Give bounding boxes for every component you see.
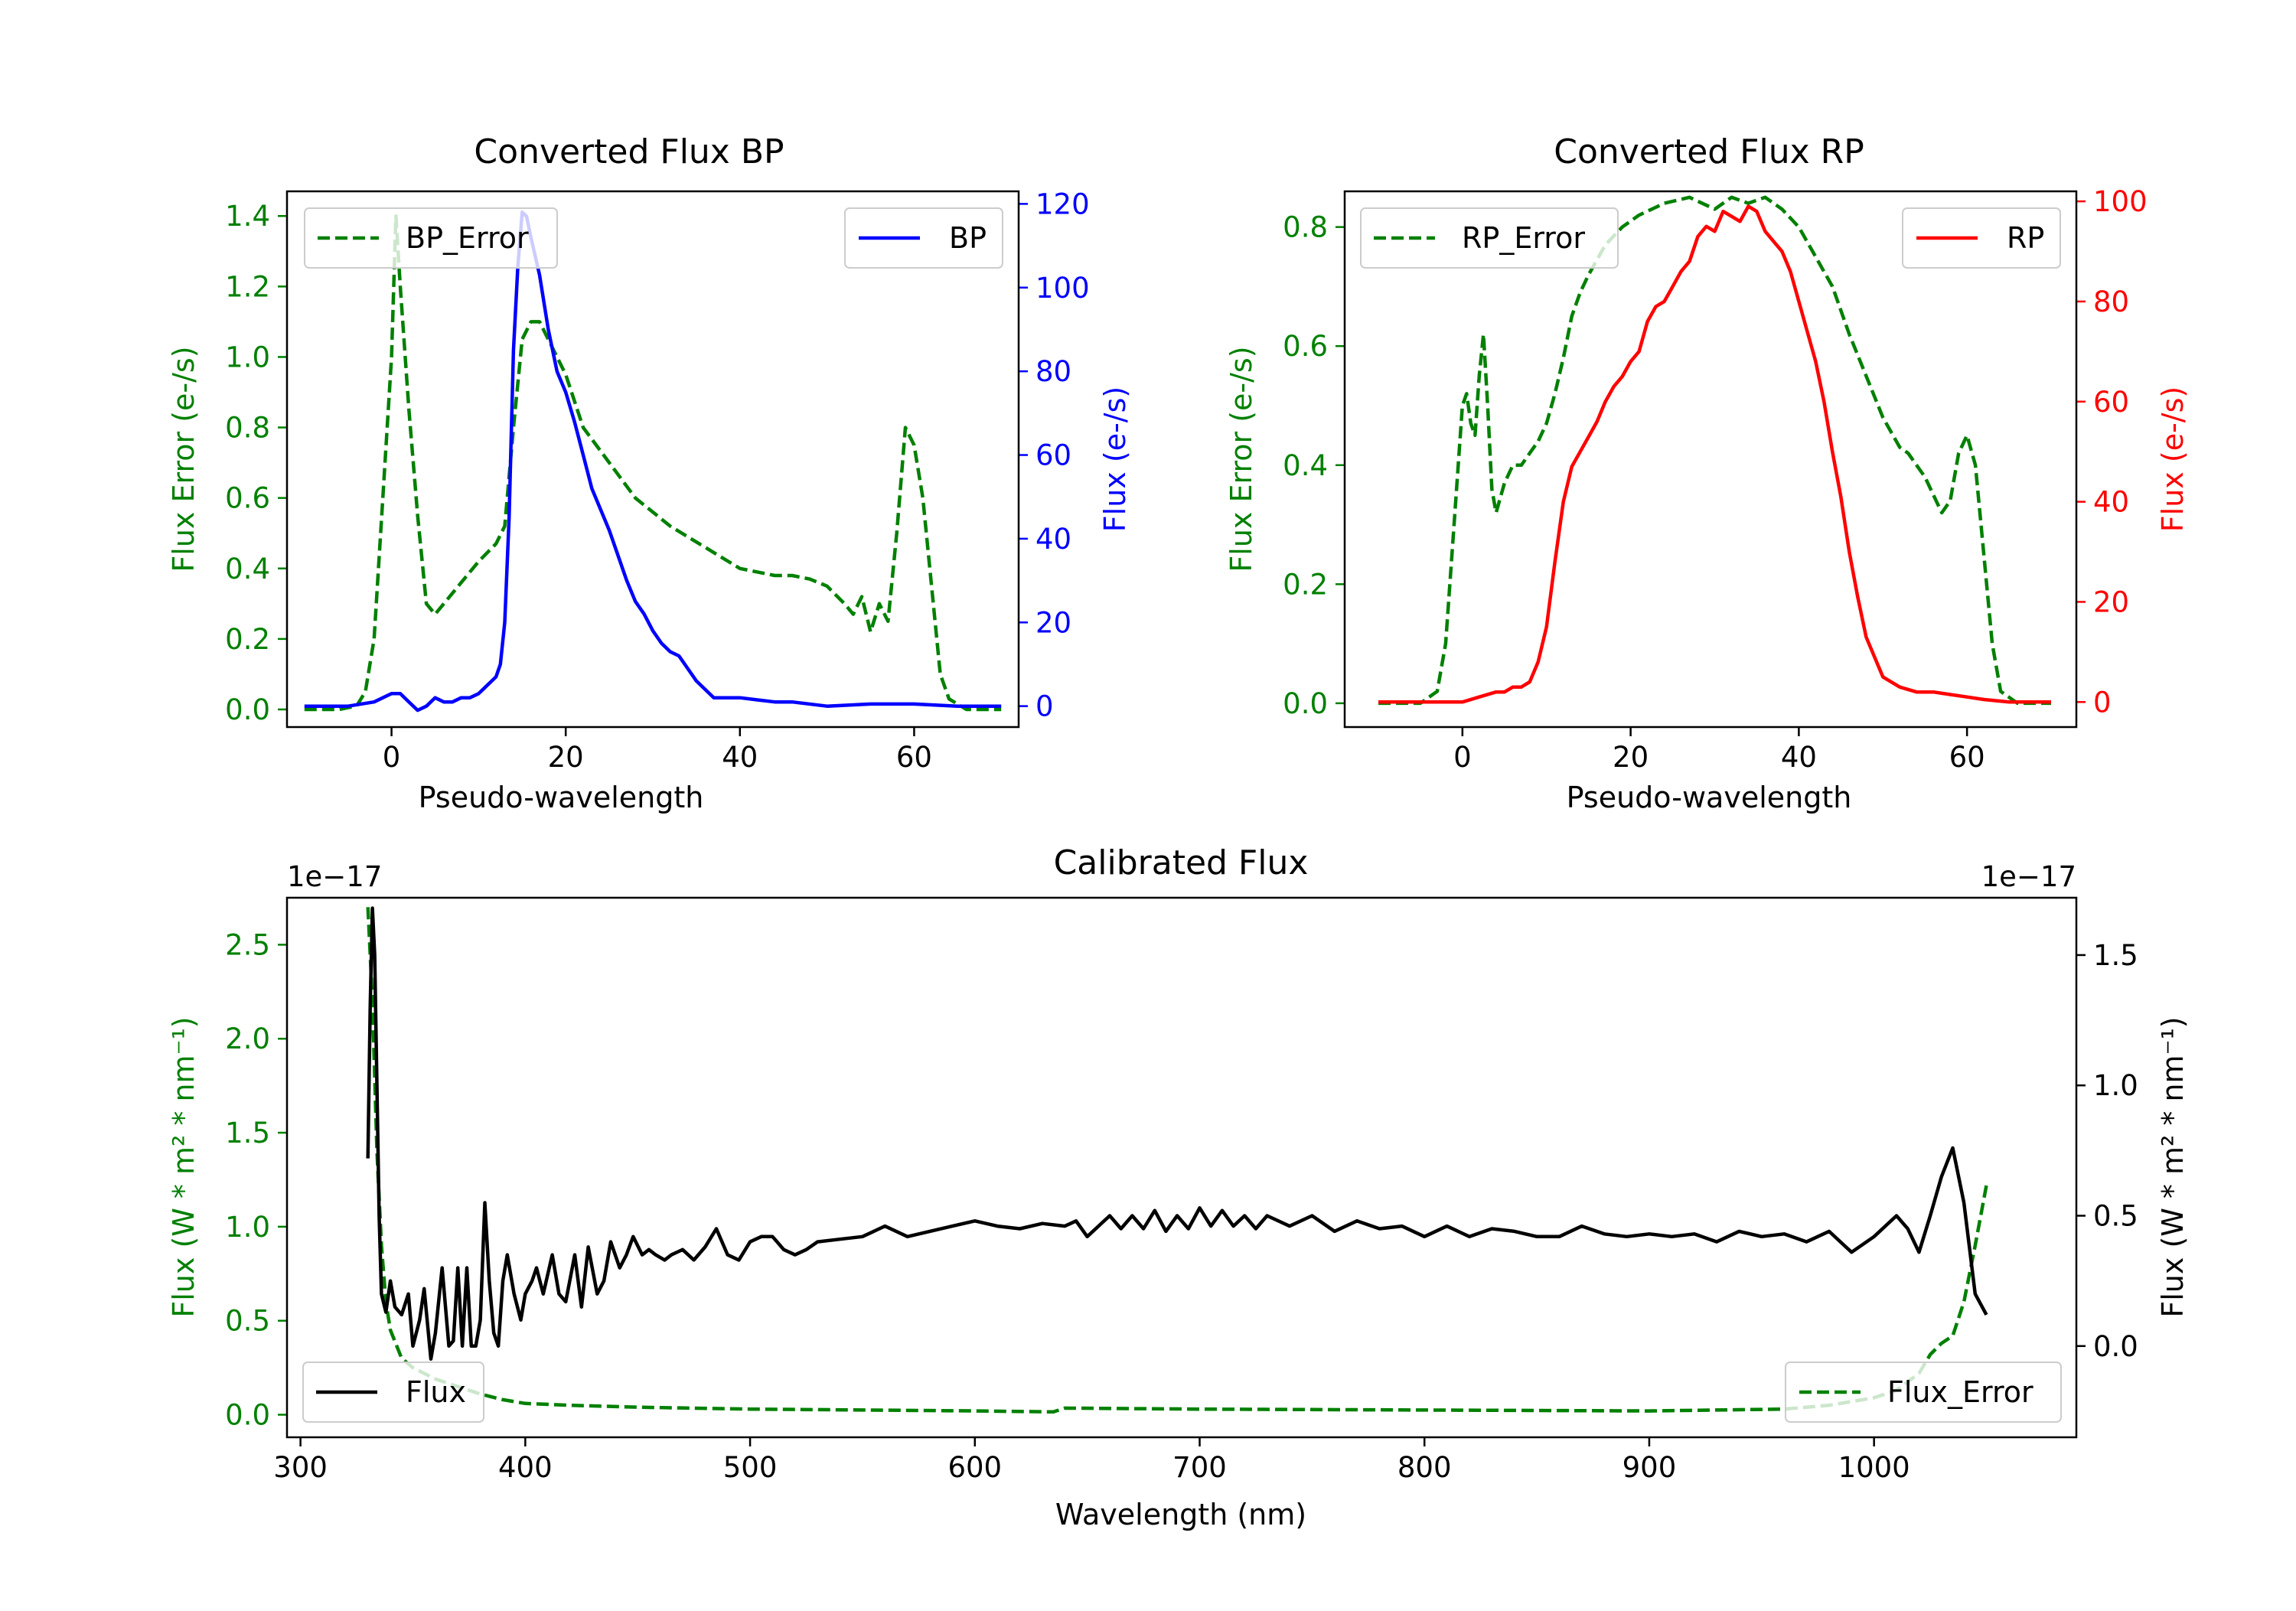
bp-right-y-tick-label: 40: [1035, 523, 1071, 556]
bp-right-y-tick-label: 60: [1035, 439, 1071, 472]
bp-right-y-tick-label: 120: [1035, 188, 1090, 220]
rp-right-y-tick-label: 0: [2093, 686, 2112, 719]
rp-series-rp-error-line: [1378, 195, 2051, 706]
calibrated-x-tick-label: 700: [1172, 1451, 1227, 1484]
bp-x-tick-label: 20: [548, 741, 584, 774]
calibrated-x-tick-label: 900: [1623, 1451, 1677, 1484]
calibrated-plot-frame: [285, 896, 2078, 1439]
calibrated-left-offset: 1e−17: [287, 860, 382, 893]
bp-legend-right: BP: [844, 207, 1003, 269]
rp-x-axis-label: Pseudo-wavelength: [1567, 781, 1852, 814]
bp-left-axis-label: Flux Error (e-/s): [167, 346, 201, 572]
bp-legend-label: BP: [949, 221, 987, 255]
rp-left-y-tick-label: 0.6: [1283, 330, 1328, 363]
calibrated-legend-left: Flux: [302, 1362, 484, 1423]
rp-left-y-tick-label: 0.8: [1283, 211, 1328, 244]
rp-x-tick-label: 40: [1781, 741, 1817, 774]
rp-x-tick-label: 20: [1613, 741, 1649, 774]
calibrated-right-axis-label: Flux (W * m² * nm⁻¹): [2156, 1016, 2190, 1317]
rp-x-tick-label: 60: [1949, 741, 1985, 774]
calibrated-left-y-tick-label: 2.5: [225, 928, 270, 961]
rp-legend-left: RP_Error: [1360, 207, 1619, 269]
bp-right-y-tick-label: 0: [1035, 690, 1054, 723]
bp-left-y-tick-label: 0.2: [225, 623, 270, 656]
calibrated-x-tick-label: 500: [723, 1451, 778, 1484]
rp-right-y-tick-label: 40: [2093, 486, 2129, 519]
bp-x-tick-label: 0: [383, 741, 401, 774]
bp-right-y-tick-label: 80: [1035, 355, 1071, 388]
calibrated-left-y-tick-label: 1.0: [225, 1211, 270, 1244]
bp-left-y-tick-label: 1.4: [225, 200, 270, 233]
calibrated-right-y-tick-label: 0.0: [2093, 1330, 2138, 1363]
rp-right-y-tick-label: 100: [2093, 185, 2148, 218]
calibrated-x-tick-label: 800: [1397, 1451, 1452, 1484]
calibrated-x-axis-label: Wavelength (nm): [1055, 1498, 1306, 1531]
bp-left-y-tick-label: 0.0: [225, 693, 270, 726]
bp-series-bp-line: [304, 210, 1002, 713]
flux-legend-label: Flux: [406, 1375, 466, 1409]
bp-panel: Converted Flux BP 0 20 40 60 0.0 0.2 0.4 0.6 0.8…: [167, 132, 1132, 814]
bp-x-axis-label: Pseudo-wavelength: [419, 781, 704, 814]
bp-x-tick-label: 40: [722, 741, 758, 774]
rp-left-y-tick-label: 0.4: [1283, 449, 1328, 482]
calibrated-series-flux-line: [366, 906, 1988, 1362]
rp-right-y-tick-label: 20: [2093, 585, 2129, 618]
rp-plot-frame: [1343, 190, 2078, 729]
rp-left-y-tick-label: 0.2: [1283, 568, 1328, 601]
calibrated-left-y-tick-label: 0.0: [225, 1399, 270, 1432]
bp-left-y-tick-label: 1.0: [225, 341, 270, 373]
calibrated-right-y-tick-label: 1.5: [2093, 939, 2138, 972]
calibrated-left-axis-label: Flux (W * m² * nm⁻¹): [167, 1016, 201, 1317]
calibrated-x-tick-label: 1000: [1838, 1451, 1910, 1484]
calibrated-right-offset: 1e−17: [1981, 860, 2076, 893]
calibrated-panel: Calibrated Flux 1e−17 1e−17 300 400 500 600…: [167, 843, 2190, 1531]
calibrated-right-y-tick-label: 0.5: [2093, 1200, 2138, 1233]
bp-plot-frame: [285, 190, 1020, 729]
calibrated-right-y-tick-label: 1.0: [2093, 1069, 2138, 1102]
bp-right-y-tick-label: 100: [1035, 272, 1090, 305]
rp-right-y-tick-label: 80: [2093, 285, 2129, 318]
rp-panel: Converted Flux RP 0 20 40 60 0.0 0.2 0.4 0.6 0.8…: [1225, 132, 2190, 814]
bp-x-tick-label: 60: [896, 741, 932, 774]
rp-left-y-tick-label: 0.0: [1283, 687, 1328, 720]
bp-title: Converted Flux BP: [474, 132, 784, 171]
rp-legend-label: RP: [2007, 221, 2044, 255]
calibrated-x-tick-label: 600: [947, 1451, 1002, 1484]
rp-title: Converted Flux RP: [1554, 132, 1864, 171]
bp-series-bp-error-line: [304, 214, 1002, 712]
bp-right-axis-label: Flux (e-/s): [1098, 386, 1132, 532]
bp-right-y-tick-label: 20: [1035, 606, 1071, 639]
calibrated-x-tick-label: 300: [273, 1451, 328, 1484]
bp-left-y-tick-label: 0.4: [225, 553, 270, 585]
calibrated-series-flux-error-line: [366, 907, 1988, 1414]
rp-right-y-tick-label: 60: [2093, 386, 2129, 419]
rp-right-axis-label: Flux (e-/s): [2156, 386, 2190, 532]
calibrated-legend-right: Flux_Error: [1785, 1362, 2062, 1423]
bp-left-y-tick-label: 1.2: [225, 270, 270, 303]
bp-legend-left: BP_Error: [304, 207, 558, 269]
calibrated-left-y-tick-label: 0.5: [225, 1305, 270, 1338]
rp-x-tick-label: 0: [1453, 741, 1472, 774]
rp-left-axis-label: Flux Error (e-/s): [1225, 346, 1258, 572]
bp-error-legend-label: BP_Error: [406, 221, 529, 255]
flux-error-legend-label: Flux_Error: [1887, 1375, 2033, 1409]
calibrated-x-tick-label: 400: [498, 1451, 553, 1484]
rp-error-legend-label: RP_Error: [1462, 221, 1585, 255]
bp-left-y-tick-label: 0.8: [225, 412, 270, 445]
calibrated-left-y-tick-label: 2.0: [225, 1022, 270, 1055]
calibrated-title: Calibrated Flux: [1054, 843, 1309, 882]
calibrated-left-y-tick-label: 1.5: [225, 1117, 270, 1150]
rp-series-rp-line: [1378, 204, 2051, 704]
rp-legend-right: RP: [1902, 207, 2061, 269]
bp-left-y-tick-label: 0.6: [225, 482, 270, 515]
